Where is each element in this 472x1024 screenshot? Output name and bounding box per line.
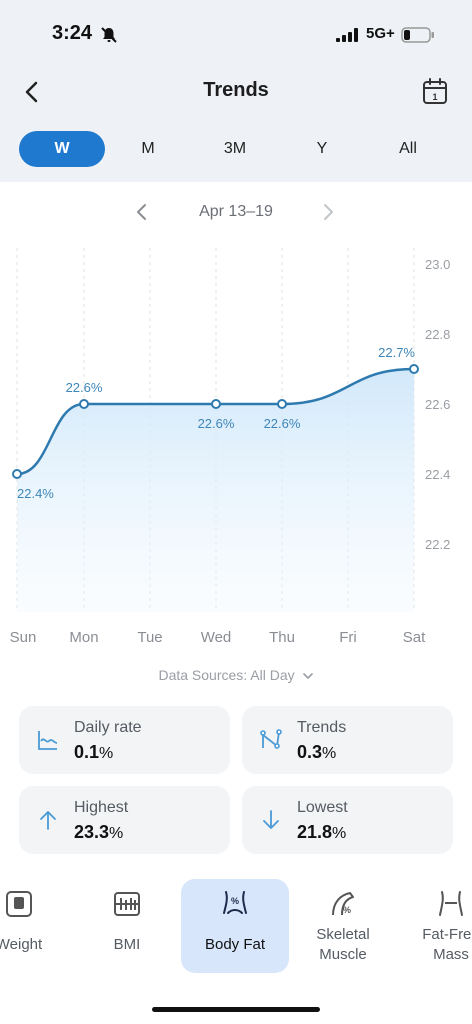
metric-tab-skeletal-muscle-line1: Skeletal [316,926,370,943]
lowest-number: 21.8 [297,822,333,842]
trend-nodes-icon [260,729,282,749]
daily-rate-value: 0.1% [74,742,113,763]
data-point-wed [211,399,221,409]
highest-number: 23.3 [74,822,110,842]
chart-area-fill [17,369,414,612]
trends-number: 0.3 [297,742,323,762]
data-point-mon [79,399,89,409]
page-title: Trends [203,79,269,101]
metric-tab-fat-free-mass[interactable]: Fat-Free Mass [397,879,472,973]
line-chart-icon [38,731,58,750]
x-tick-label-fri: Fri [339,629,357,646]
daily-rate-number: 0.1 [74,742,100,762]
x-tick-label-tue: Tue [137,629,162,646]
lowest-label: Lowest [297,799,348,816]
bmi-ruler-icon [114,892,140,916]
data-point-thu [277,399,287,409]
body-fat-trend-chart: 22.4% 22.6% 22.6% 22.6% 22.7% 23.0 22.8 22.6 22… [10,248,450,646]
x-tick-label-thu: Thu [269,629,295,646]
trends-label: Trends [297,719,347,736]
x-tick-label-wed: Wed [201,629,232,646]
metric-tab-skeletal-muscle-line2: Muscle [319,946,367,963]
y-tick-label: 22.8 [425,327,450,342]
next-range-chevron-icon[interactable] [320,202,336,222]
y-tick-label: 22.6 [425,397,450,412]
status-time: 3:24 [52,22,93,44]
period-tab-week[interactable]: W [19,131,105,167]
metric-tab-body-fat-label: Body Fat [204,936,266,953]
bell-muted-icon [101,27,117,43]
period-selector: W M 3M Y All [0,131,472,167]
battery-icon [401,27,434,43]
data-point-sat [409,364,419,374]
svg-text:1: 1 [432,92,437,102]
chevron-down-icon [302,673,313,680]
y-tick-label: 23.0 [425,257,450,272]
trends-unit: % [322,745,337,762]
metric-tab-fat-free-mass-line2: Mass [433,946,469,963]
x-tick-label-sun: Sun [10,629,37,646]
lowest-unit: % [332,825,347,842]
metric-tab-bmi[interactable]: BMI [73,879,181,973]
period-tab-all[interactable]: All [399,140,417,157]
highest-unit: % [109,825,124,842]
status-bar: 3:24 5G+ [0,18,472,52]
data-label-sun: 22.4% [17,486,54,501]
data-label-sat: 22.7% [378,345,415,360]
trends-card: Trends 0.3% [242,706,453,774]
highest-label: Highest [74,799,129,816]
lowest-value: 21.8% [297,822,346,843]
highest-card: Highest 23.3% [19,786,230,854]
daily-rate-unit: % [99,745,114,762]
metric-tab-fat-free-mass-line1: Fat-Free [422,926,472,943]
nav-header: Trends 1 [0,70,472,112]
calendar-icon[interactable]: 1 [421,76,449,106]
data-label-wed: 22.6% [198,416,235,431]
data-label-mon: 22.6% [66,380,103,395]
daily-rate-label: Daily rate [74,719,142,736]
y-tick-label: 22.2 [425,537,450,552]
lowest-card: Lowest 21.8% [242,786,453,854]
network-label: 5G+ [366,25,395,42]
data-label-thu: 22.6% [264,416,301,431]
body-shape-icon [439,891,463,916]
arrow-down-icon [263,810,279,829]
data-sources-dropdown[interactable]: Data Sources: All Day [0,667,472,683]
svg-text:%: % [231,896,239,906]
back-chevron-icon[interactable] [22,80,42,104]
home-indicator [152,1007,320,1012]
metric-tab-weight-label: Weight [0,936,43,953]
trends-value: 0.3% [297,742,336,763]
muscle-icon: % [332,892,354,916]
previous-range-chevron-icon[interactable] [134,202,150,222]
x-tick-label-sat: Sat [403,629,426,646]
y-tick-label: 22.4 [425,467,450,482]
signal-icon [336,28,358,42]
arrow-up-icon [40,811,56,830]
metric-tab-weight[interactable]: Weight [0,879,73,973]
highest-value: 23.3% [74,822,123,843]
data-sources-label: Data Sources: All Day [158,667,295,683]
metric-tab-bmi-label: BMI [113,936,141,953]
top-panel: 3:24 5G+ Trends 1 [0,0,472,182]
period-tab-month[interactable]: M [141,140,155,157]
data-point-sun [12,469,22,479]
period-tab-3-months[interactable]: 3M [223,140,247,157]
svg-text:%: % [343,905,351,915]
metric-tab-bar: Weight BMI % Body Fat % Skeletal Muscle [0,876,472,976]
daily-rate-card: Daily rate 0.1% [19,706,230,774]
x-tick-label-mon: Mon [69,629,98,646]
period-tab-year[interactable]: Y [316,140,328,157]
date-range-nav: Apr 13–19 [0,200,472,224]
metric-tab-body-fat[interactable]: % Body Fat [181,879,289,973]
metric-tab-skeletal-muscle[interactable]: % Skeletal Muscle [289,879,397,973]
date-range-label: Apr 13–19 [199,203,273,220]
body-fat-icon: % [223,891,247,914]
weight-scale-icon [6,891,32,917]
